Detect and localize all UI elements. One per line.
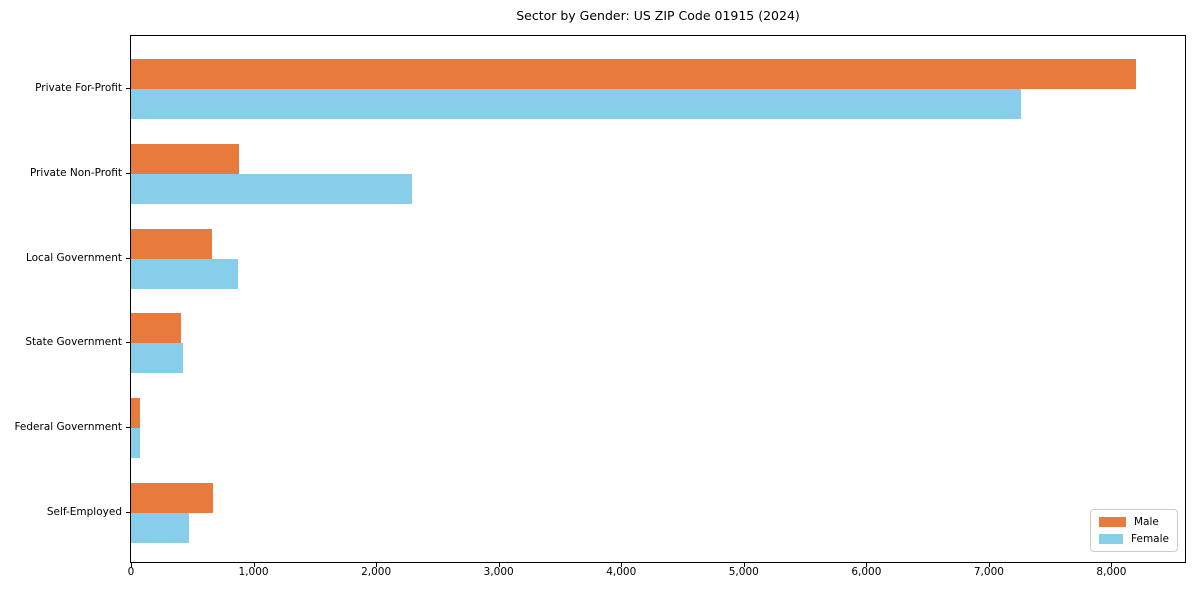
bar-male-2 — [131, 228, 212, 259]
bar-male-5 — [131, 483, 214, 513]
x-tick-label-1: 1,000 — [238, 566, 269, 578]
x-tick-label-0: 0 — [127, 566, 135, 578]
x-tick-2 — [376, 563, 378, 567]
y-label-3: State Government — [25, 336, 122, 349]
x-tick-8 — [1111, 563, 1113, 567]
x-tick-label-8: 8,000 — [1096, 566, 1127, 578]
y-label-1: Private Non-Profit — [29, 166, 122, 179]
y-tick-3 — [126, 342, 130, 344]
y-label-5: Self-Employed — [46, 506, 122, 518]
bar-female-3 — [131, 343, 184, 374]
y-label-2: Local Government — [25, 251, 122, 264]
x-tick-label-4: 4,000 — [606, 566, 637, 578]
legend-label-male: Male — [1134, 516, 1159, 528]
chart-title: Sector by Gender: US ZIP Code 01915 (202… — [516, 8, 800, 23]
x-tick-5 — [743, 563, 745, 567]
x-tick-3 — [498, 563, 500, 567]
male-series-swatch — [1099, 517, 1126, 527]
y-tick-0 — [126, 88, 130, 89]
legend-label-female: Female — [1131, 533, 1169, 545]
x-tick-0 — [131, 563, 132, 567]
x-tick-4 — [621, 563, 623, 567]
x-tick-label-7: 7,000 — [973, 566, 1004, 578]
y-tick-5 — [126, 512, 130, 513]
y-tick-2 — [126, 257, 130, 259]
x-tick-1 — [253, 563, 255, 567]
plot-area — [130, 35, 1186, 563]
y-label-0: Private For-Profit — [35, 82, 122, 94]
bar-female-1 — [131, 173, 412, 204]
bar-male-4 — [131, 398, 141, 429]
x-tick-6 — [866, 563, 868, 567]
bar-female-2 — [131, 258, 239, 289]
legend: Male Female — [1090, 509, 1178, 552]
female-series-swatch — [1099, 534, 1124, 544]
bar-male-3 — [131, 313, 181, 344]
bar-female-4 — [131, 428, 140, 459]
legend-item-male: Male — [1099, 516, 1169, 528]
bar-female-5 — [131, 513, 189, 543]
x-tick-label-3: 3,000 — [483, 566, 514, 578]
legend-item-female: Female — [1099, 533, 1169, 545]
x-tick-label-5: 5,000 — [728, 566, 759, 578]
bar-male-0 — [131, 59, 1136, 89]
x-tick-label-2: 2,000 — [361, 566, 392, 578]
x-tick-7 — [988, 563, 990, 567]
y-tick-1 — [126, 172, 130, 174]
bar-female-0 — [131, 89, 1022, 119]
y-tick-4 — [126, 427, 130, 429]
bar-male-1 — [131, 143, 239, 174]
x-tick-label-6: 6,000 — [851, 566, 882, 578]
y-label-4: Federal Government — [14, 421, 122, 434]
